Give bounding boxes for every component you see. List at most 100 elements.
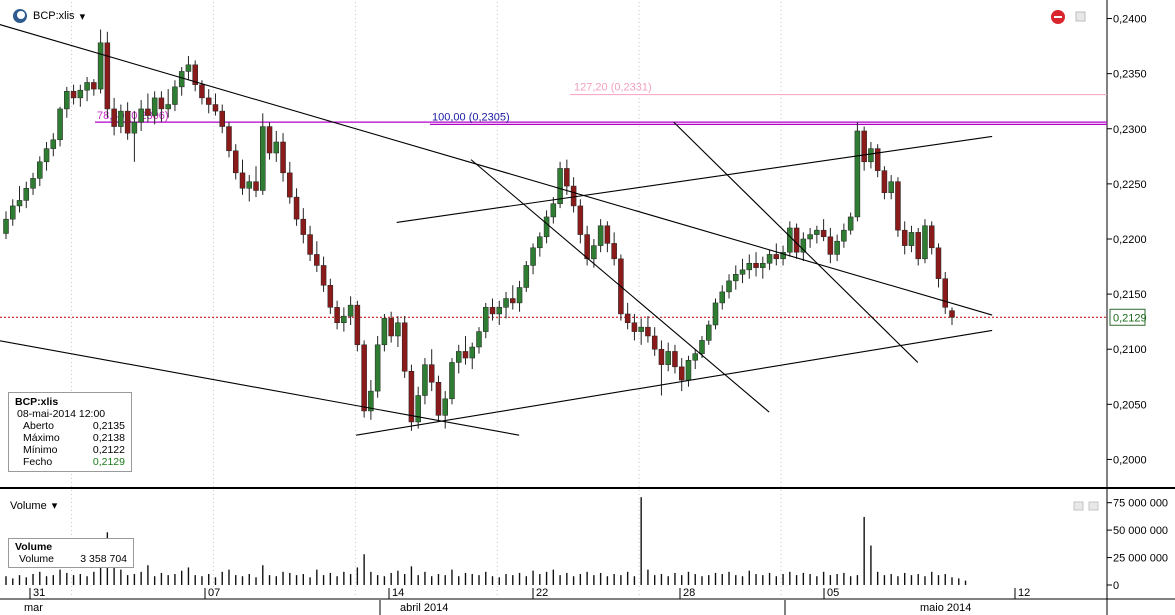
candle-up: [23, 188, 30, 201]
candle-up: [151, 97, 158, 116]
candle-down: [192, 64, 198, 85]
candle-up: [834, 240, 840, 255]
candle-up: [455, 351, 462, 363]
candle-up: [260, 126, 266, 191]
symbol-label: BCP:xlis: [33, 10, 75, 22]
candle-down: [361, 344, 367, 412]
candle-up: [719, 291, 726, 304]
candle-up: [726, 280, 732, 293]
candle-up: [30, 178, 36, 189]
candle-up: [10, 205, 16, 220]
day-label: 22: [536, 587, 548, 599]
volume-tick-label: 75 000 000: [1113, 498, 1168, 510]
price-tick-label: 0,2300: [1113, 124, 1147, 136]
candle-up: [16, 200, 23, 207]
candle-up: [37, 161, 43, 179]
candle-up: [922, 225, 928, 260]
candle-down: [91, 82, 97, 90]
candle-down: [901, 229, 908, 246]
candle-up: [712, 302, 719, 326]
candle-down: [104, 42, 111, 110]
info-row: Mínimo 0,2122: [15, 444, 125, 456]
maximize-icon: [1075, 11, 1086, 22]
candle-up: [185, 64, 192, 72]
price-tick-label: 0,2200: [1113, 234, 1147, 246]
candle-down: [199, 84, 205, 99]
candle-down: [327, 285, 334, 308]
last-price-label: 0,2129: [1113, 312, 1147, 324]
volume-header-label: Volume: [10, 499, 47, 512]
candle-up: [692, 353, 698, 361]
close-panel-icon: [1088, 501, 1099, 511]
candle-down: [280, 141, 286, 174]
info-value-high: 0,2138: [92, 432, 125, 444]
candle-down: [631, 322, 638, 332]
candle-up: [395, 322, 401, 337]
candle-up: [591, 245, 597, 260]
candle-down: [753, 262, 759, 268]
candle-down: [935, 247, 942, 279]
candle-up: [368, 390, 374, 412]
candle-down: [253, 181, 259, 191]
candle-up: [847, 216, 854, 231]
price-tick-label: 0,2050: [1113, 399, 1147, 411]
candle-up: [550, 203, 557, 218]
price-tick-label: 0,2000: [1113, 454, 1147, 466]
price-tick-label: 0,2250: [1113, 179, 1147, 191]
volume-row: Volume 3 358 704: [15, 553, 127, 565]
candle-down: [239, 172, 246, 189]
candle-up: [118, 110, 124, 127]
day-label: 12: [1018, 587, 1030, 599]
candle-up: [685, 359, 692, 381]
volume-box-value: 3 358 704: [80, 553, 127, 565]
candle-down: [949, 310, 955, 318]
month-label: mar: [24, 602, 43, 614]
candle-down: [287, 172, 293, 198]
info-row: Fecho 0,2129: [15, 456, 125, 468]
candle-up: [172, 86, 178, 105]
trendline: [470, 159, 770, 413]
candle-up: [888, 181, 894, 193]
candle-down: [942, 278, 948, 308]
candle-up: [638, 326, 644, 332]
candle-down: [895, 181, 901, 231]
candle-up: [733, 274, 739, 282]
candle-down: [428, 364, 435, 383]
day-label: 07: [208, 587, 220, 599]
candle-down: [773, 254, 780, 260]
candle-up: [814, 229, 820, 235]
trendline: [673, 121, 919, 363]
fib-label-100: 100,00 (0,2305): [432, 111, 510, 123]
candle-down: [226, 126, 232, 152]
candle-down: [645, 326, 651, 337]
candle-up: [415, 395, 421, 423]
candle-down: [354, 304, 361, 346]
chevron-down-icon[interactable]: ▾: [51, 500, 58, 512]
candle-down: [915, 232, 921, 260]
candle-down: [266, 126, 273, 154]
volume-selector[interactable]: Volume ▾: [10, 499, 58, 513]
candle-down: [300, 218, 307, 235]
candle-up: [699, 340, 705, 354]
volume-tick-label: 25 000 000: [1113, 553, 1168, 565]
candle-down: [611, 243, 617, 260]
trendline: [0, 24, 993, 316]
symbol-selector[interactable]: BCP:xlis ▾: [12, 8, 85, 24]
candle-down: [584, 234, 590, 260]
price-tick-label: 0,2150: [1113, 289, 1147, 301]
candle-up: [739, 269, 746, 275]
candle-down: [827, 236, 834, 255]
candle-down: [462, 351, 469, 359]
day-label: 28: [683, 587, 695, 599]
candle-down: [928, 225, 935, 249]
chevron-down-icon[interactable]: ▾: [79, 10, 86, 23]
candle-up: [64, 91, 70, 110]
candle-down: [408, 371, 415, 423]
last-price-box: [1109, 308, 1146, 326]
candle-up: [422, 364, 428, 396]
candle-up: [496, 307, 503, 315]
candle-up: [476, 331, 482, 348]
candle-up: [483, 307, 489, 332]
candle-down: [672, 351, 678, 368]
